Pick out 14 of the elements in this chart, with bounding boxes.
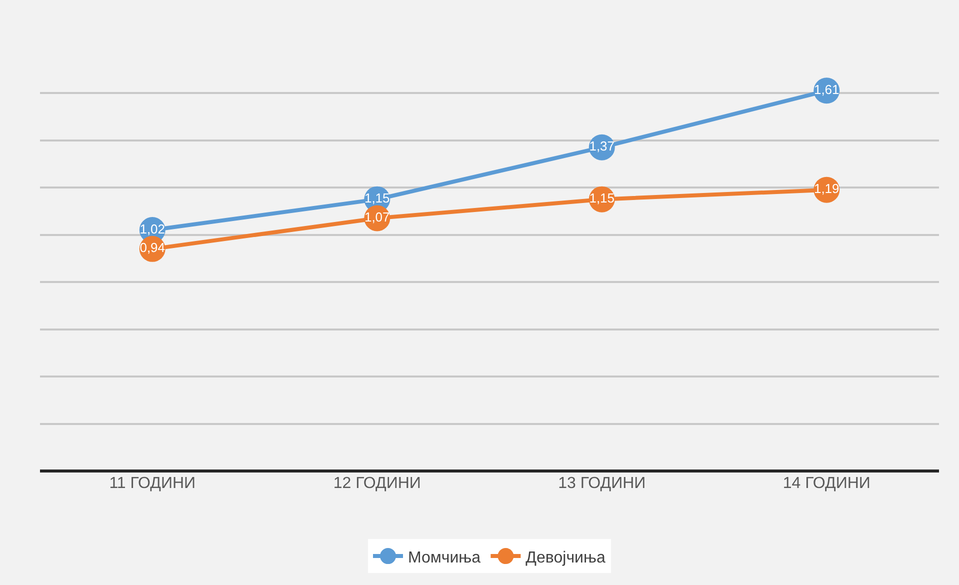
x-tick-label: 14 ГОДИНИ [782, 475, 870, 492]
x-tick-label: 11 ГОДИНИ [109, 475, 196, 492]
legend-label: Момчиња [408, 549, 481, 566]
x-tick-label: 12 ГОДИНИ [333, 475, 421, 492]
data-label: 1,02 [140, 221, 166, 236]
data-label: 1,61 [814, 82, 840, 97]
legend-label: Девојчиња [526, 549, 606, 566]
data-label: 1,37 [589, 138, 615, 154]
data-label: 1,07 [364, 209, 390, 224]
x-tick-label: 13 ГОДИНИ [558, 475, 646, 492]
data-label: 1,15 [589, 190, 615, 206]
data-label: 0,94 [140, 240, 166, 256]
data-label: 1,19 [814, 181, 840, 196]
data-label: 1,15 [364, 190, 390, 206]
